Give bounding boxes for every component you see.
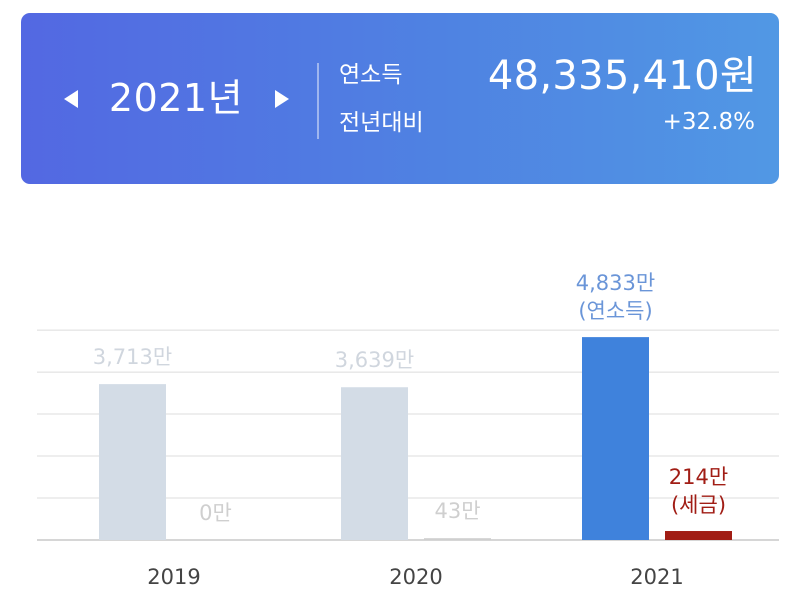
- bar-2020-tax[interactable]: [424, 538, 491, 540]
- income-summary-header: 2021년 연소득 전년대비 48,335,410원 +32.8%: [21, 13, 779, 184]
- caret-left-icon: [64, 90, 78, 108]
- data-label: 43만: [434, 499, 480, 523]
- bar-2019-income[interactable]: [99, 384, 166, 540]
- data-label: 0만: [199, 501, 232, 525]
- income-tax-bar-chart: 3,713만 0만 3,639만 43만 4,833만 (연소득) 214만 (세금) 201…: [37, 271, 779, 589]
- change-value: +32.8%: [662, 109, 755, 135]
- data-label: 3,713만: [93, 345, 172, 369]
- change-label: 전년대비: [339, 110, 424, 136]
- x-tick-label: 2019: [147, 565, 200, 589]
- x-tick-label: 2020: [389, 565, 442, 589]
- income-label: 연소득: [339, 62, 403, 88]
- bar-2021-tax[interactable]: [665, 531, 732, 540]
- data-label: 214만 (세금): [669, 465, 728, 517]
- income-value: 48,335,410원: [487, 53, 757, 99]
- data-label: 3,639만: [335, 348, 414, 372]
- prev-year-button[interactable]: [58, 85, 84, 113]
- data-label: 4,833만 (연소득): [576, 271, 655, 323]
- caret-right-icon: [275, 90, 289, 108]
- bar-2021-income[interactable]: [582, 337, 649, 540]
- year-label: 2021년: [108, 76, 244, 120]
- x-tick-label: 2021: [630, 565, 683, 589]
- next-year-button[interactable]: [269, 85, 295, 113]
- bar-2020-income[interactable]: [341, 387, 408, 540]
- header-divider: [317, 63, 319, 139]
